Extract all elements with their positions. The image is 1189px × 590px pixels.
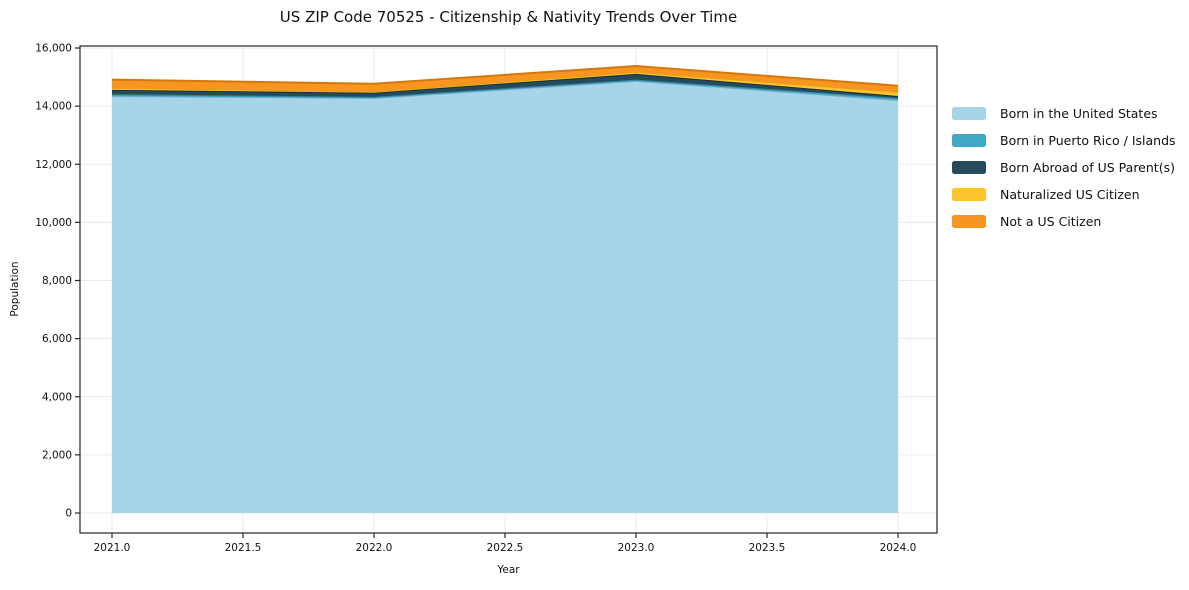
legend-color-swatch <box>952 161 986 174</box>
chart-legend: Born in the United States Born in Puerto … <box>952 100 1176 235</box>
legend-item: Born in the United States <box>952 100 1176 127</box>
x-tick-label: 2022.5 <box>487 542 524 554</box>
legend-label: Born Abroad of US Parent(s) <box>1000 160 1175 175</box>
y-tick-label: 0 <box>65 508 72 520</box>
legend-color-swatch <box>952 188 986 201</box>
legend-color-swatch <box>952 215 986 228</box>
area-series <box>112 66 898 92</box>
y-tick-label: 8,000 <box>42 275 72 287</box>
x-tick-label: 2023.5 <box>749 542 786 554</box>
legend-item: Not a US Citizen <box>952 208 1176 235</box>
area-top-line <box>111 65 899 87</box>
legend-color-swatch <box>952 107 986 120</box>
x-tick-label: 2021.5 <box>225 542 262 554</box>
legend-label: Born in the United States <box>1000 106 1158 121</box>
legend-label: Not a US Citizen <box>1000 214 1102 229</box>
x-tick-label: 2023.0 <box>618 542 655 554</box>
y-tick-label: 12,000 <box>35 159 72 171</box>
y-tick-label: 4,000 <box>42 391 72 403</box>
y-tick-label: 10,000 <box>35 217 72 229</box>
x-axis-label: Year <box>497 564 520 576</box>
x-tick-label: 2022.0 <box>356 542 393 554</box>
y-tick-label: 16,000 <box>35 43 72 55</box>
chart-title: US ZIP Code 70525 - Citizenship & Nativi… <box>279 8 738 26</box>
legend-item: Born Abroad of US Parent(s) <box>952 154 1176 181</box>
legend-item: Born in Puerto Rico / Islands <box>952 127 1176 154</box>
y-tick-label: 14,000 <box>35 101 72 113</box>
plot-frame <box>79 45 938 534</box>
area-series <box>112 71 898 96</box>
x-tick-label: 2024.0 <box>880 542 917 554</box>
legend-label: Born in Puerto Rico / Islands <box>1000 133 1176 148</box>
area-top-line <box>111 70 899 93</box>
y-tick-label: 6,000 <box>42 333 72 345</box>
legend-label: Naturalized US Citizen <box>1000 187 1140 202</box>
x-tick-label: 2021.0 <box>94 542 131 554</box>
area-series <box>112 80 898 513</box>
y-tick-label: 2,000 <box>42 449 72 461</box>
legend-color-swatch <box>952 134 986 147</box>
legend-item: Naturalized US Citizen <box>952 181 1176 208</box>
